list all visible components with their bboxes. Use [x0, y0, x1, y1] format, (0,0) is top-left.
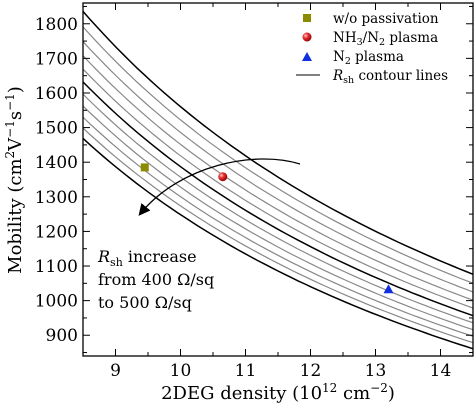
x-tick-label: 11 [235, 361, 257, 381]
annotation-line-1: Rsh increase [97, 247, 197, 269]
legend-label-n2-plasma: N2 plasma [333, 49, 404, 67]
contour-line-430 [83, 54, 473, 301]
contour-line-440 [83, 68, 473, 309]
y-tick-label: 1700 [35, 49, 78, 69]
contour-line-420 [83, 40, 473, 293]
y-tick-label: 1300 [35, 188, 78, 208]
y-axis-title: Mobility (cm2V−1s−1) [3, 86, 26, 274]
x-axis-title: 2DEG density (1012 cm−2) [161, 381, 395, 404]
y-tick-label: 900 [46, 326, 78, 346]
contour-line-500 [83, 137, 473, 350]
annotation-line-2: from 400 Ω/sq [98, 270, 214, 289]
legend-label-contours: Rsh contour lines [332, 68, 448, 86]
y-tick-label: 1500 [35, 119, 78, 139]
x-tick-label: 13 [365, 361, 387, 381]
legend-marker-square [303, 14, 311, 22]
contour-line-470 [83, 105, 473, 331]
rsh-contour-lines [83, 10, 473, 350]
legend-label-wo-passivation: w/o passivation [333, 11, 439, 27]
contour-line-490 [83, 127, 473, 344]
x-tick-label: 12 [300, 361, 322, 381]
contour-line-400 [83, 10, 473, 276]
legend: w/o passivation NH3/N2 plasma N2 plasma … [296, 11, 448, 86]
data-point-triangle [383, 284, 394, 294]
contour-line-450 [83, 80, 473, 317]
data-point-sphere [218, 172, 228, 182]
x-tick-label: 14 [430, 361, 452, 381]
x-tick-label: 9 [110, 361, 121, 381]
y-tick-label: 1000 [35, 292, 78, 312]
x-tick-label: 10 [170, 361, 192, 381]
y-tick-label: 1100 [35, 257, 78, 277]
x-axis: 9 10 11 12 13 14 [82, 3, 474, 381]
contour-line-460 [83, 93, 473, 324]
y-axis: 900 1000 1100 1200 1300 1400 1500 1600 1700 1800 [35, 5, 473, 354]
y-tick-label: 1800 [35, 15, 78, 35]
legend-label-nh3-plasma: NH3/N2 plasma [333, 30, 438, 48]
data-points [140, 163, 394, 294]
annotation-line-3: to 500 Ω/sq [98, 293, 192, 312]
increase-arrow [138, 158, 301, 216]
data-point-square [140, 163, 149, 172]
legend-marker-triangle [302, 52, 312, 61]
y-tick-label: 1600 [35, 84, 78, 104]
y-tick-label: 1400 [35, 153, 78, 173]
y-tick-label: 1200 [35, 222, 78, 242]
legend-marker-sphere [302, 32, 312, 42]
contour-line-410 [83, 25, 473, 284]
